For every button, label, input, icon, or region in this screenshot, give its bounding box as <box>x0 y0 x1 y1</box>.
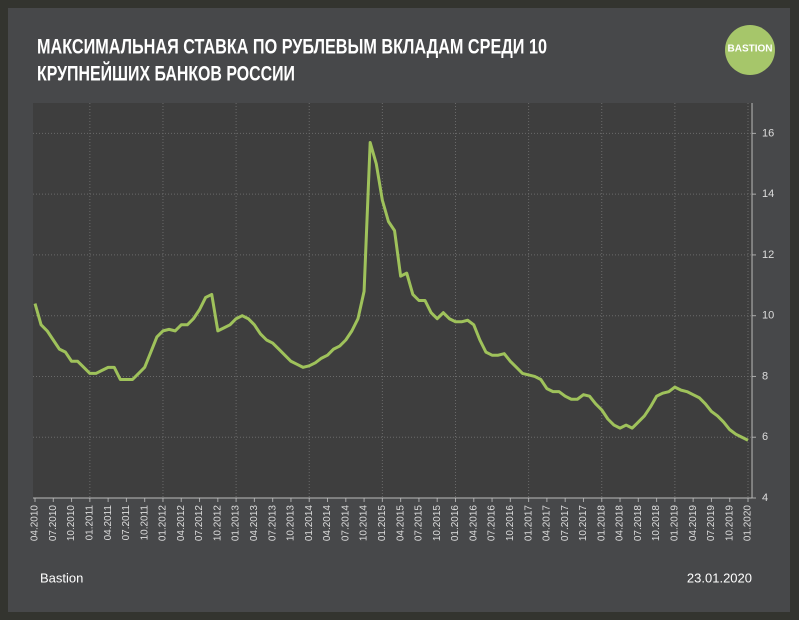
x-tick-label: 07.2011 <box>121 505 132 541</box>
x-tick-label: 01.2016 <box>450 505 461 542</box>
x-tick-label: 10.2017 <box>578 505 589 542</box>
x-tick-label: 04.2017 <box>542 505 553 542</box>
x-tick-label: 10.2010 <box>66 505 77 542</box>
x-tick-label: 04.2010 <box>30 505 41 542</box>
x-tick-label: 10.2019 <box>724 505 735 542</box>
y-tick-label: 10 <box>762 310 774 322</box>
x-tick-label: 01.2013 <box>231 505 242 542</box>
x-tick-label: 07.2015 <box>414 505 425 542</box>
x-tick-label: 07.2010 <box>48 505 59 542</box>
x-tick-label: 07.2016 <box>487 505 498 542</box>
x-tick-label: 01.2012 <box>158 505 169 542</box>
logo <box>725 25 775 75</box>
x-tick-label: 07.2013 <box>267 505 278 542</box>
x-tick-label: 07.2019 <box>706 505 717 542</box>
x-tick-label: 07.2014 <box>340 505 351 542</box>
x-tick-label: 01.2014 <box>304 505 315 542</box>
line-series <box>33 141 749 442</box>
x-tick-label: 04.2018 <box>615 505 626 542</box>
x-tick-label: 04.2012 <box>176 505 187 542</box>
x-tick-label: 10.2013 <box>286 505 297 542</box>
x-tick-label: 10.2011 <box>139 505 150 541</box>
x-tick-label: 10.2014 <box>359 505 370 542</box>
x-tick-label: 01.2011 <box>84 505 95 541</box>
x-tick-label: 01.2019 <box>670 505 681 542</box>
x-tick-label: 04.2013 <box>249 505 260 542</box>
x-tick-label: 01.2020 <box>743 505 754 542</box>
x-tick-label: 04.2014 <box>322 505 333 542</box>
y-tick-label: 8 <box>762 370 768 382</box>
x-tick-label: 07.2012 <box>194 505 205 542</box>
date: 23.01.2020 <box>687 570 752 585</box>
x-tick-label: 10.2015 <box>432 505 443 542</box>
x-tick-label: 04.2019 <box>688 505 699 542</box>
x-tick-label: 04.2011 <box>103 505 114 541</box>
y-tick-label: 12 <box>762 249 774 261</box>
x-tick-label: 01.2018 <box>596 505 607 542</box>
y-tick-label: 14 <box>762 188 774 200</box>
chart-title: МАКСИМАЛЬНАЯ СТАВКА ПО РУБЛЕВЫМ ВКЛАДАМ … <box>37 36 547 59</box>
y-tick-label: 6 <box>762 431 768 443</box>
x-tick-label: 10.2012 <box>212 505 223 542</box>
chart-title: КРУПНЕЙШИХ БАНКОВ РОССИИ <box>37 62 295 86</box>
x-tick-label: 01.2017 <box>523 505 534 542</box>
x-tick-label: 01.2015 <box>377 505 388 542</box>
x-tick-label: 07.2018 <box>633 505 644 542</box>
x-tick-label: 10.2018 <box>651 505 662 542</box>
x-tick-label: 10.2016 <box>505 505 516 542</box>
y-tick-label: 4 <box>762 492 768 504</box>
x-tick-label: 07.2017 <box>560 505 571 542</box>
x-tick-label: 04.2015 <box>395 505 406 542</box>
source: Bastion <box>40 570 83 585</box>
plot-area <box>33 103 752 498</box>
x-tick-label: 04.2016 <box>468 505 479 542</box>
y-tick-label: 16 <box>762 127 774 139</box>
logo-text: BASTION <box>728 44 773 55</box>
